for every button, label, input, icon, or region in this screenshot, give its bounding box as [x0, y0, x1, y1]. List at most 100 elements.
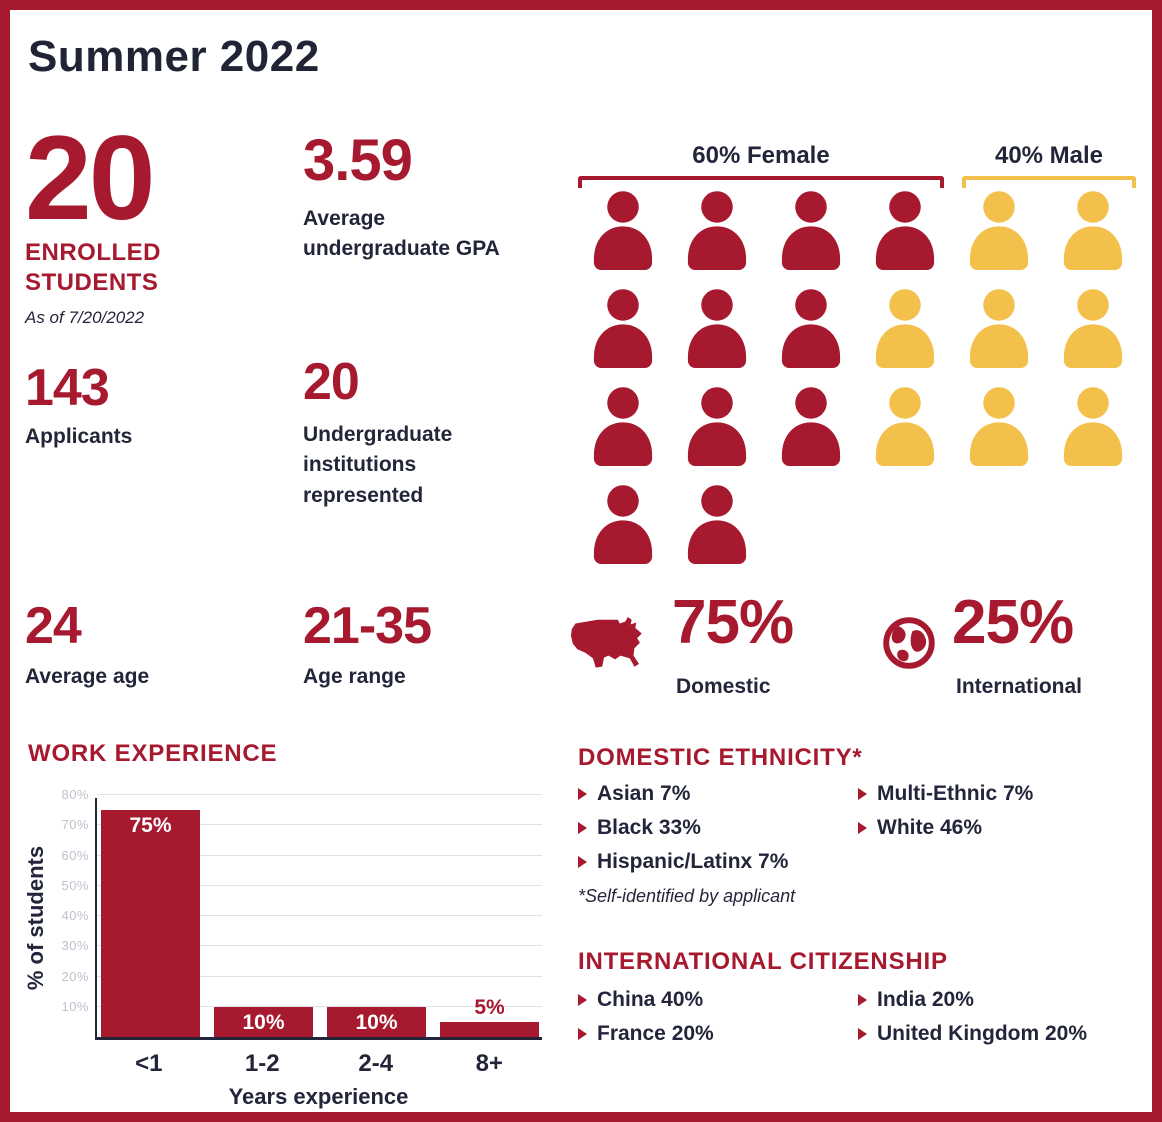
arrow-bullet-icon [578, 1028, 587, 1041]
x-category-label: 2-4 [358, 1050, 394, 1077]
bar-value-label: 5% [474, 995, 505, 1019]
ethnicity-col-1: Asian 7% Black 33% Hispanic/Latinx 7% [578, 782, 858, 874]
person-icon-female [670, 288, 764, 386]
gridline [97, 915, 542, 916]
average-age-label: Average age [25, 665, 150, 688]
person-icon-male [952, 288, 1046, 386]
person-icon-male [1046, 190, 1140, 288]
person-icon-female [764, 386, 858, 484]
arrow-bullet-icon [578, 788, 587, 801]
y-tick-label: 30% [61, 938, 89, 954]
stat-enrolled-students: 20 ENROLLED STUDENTS As of 7/20/2022 [25, 118, 161, 328]
arrow-bullet-icon [858, 994, 867, 1007]
ethnicity-footnote: *Self-identified by applicant [578, 886, 796, 906]
bar-slot: 10% [214, 1006, 313, 1037]
fact-item: United Kingdom 20% [858, 1022, 1138, 1046]
fact-label: Hispanic/Latinx 7% [597, 850, 789, 874]
fact-label: Multi-Ethnic 7% [877, 782, 1034, 805]
person-icon-female [858, 190, 952, 288]
work-experience-heading: WORK EXPERIENCE [28, 740, 278, 767]
gridline [97, 824, 542, 826]
fact-label: United Kingdom 20% [877, 1022, 1088, 1046]
gpa-label: Average undergraduate GPA [303, 207, 500, 261]
arrow-bullet-icon [858, 822, 867, 835]
x-category-labels: <1 1-2 2-4 8+ [99, 1050, 539, 1078]
stat-average-gpa: 3.59 Average undergraduate GPA [303, 132, 503, 265]
international-percent-value: 25% [952, 588, 1074, 657]
person-icon-female [576, 190, 670, 288]
person-icon-male [1046, 386, 1140, 484]
globe-icon [882, 616, 936, 675]
bar-slot: 10% [327, 1006, 426, 1037]
bar: 10% [214, 1006, 313, 1037]
gridline [97, 794, 542, 795]
fact-label: India 20% [877, 988, 974, 1011]
applicants-value: 143 [25, 359, 110, 417]
person-icon-male [858, 288, 952, 386]
domestic-ethnicity-heading: DOMESTIC ETHNICITY* [578, 744, 863, 771]
fact-label: Asian 7% [597, 782, 691, 805]
y-tick-label: 80% [61, 787, 89, 802]
fact-label: France 20% [597, 1022, 714, 1046]
bar: 10% [327, 1006, 426, 1037]
page-title: Summer 2022 [28, 32, 320, 81]
institutions-label: Undergraduate institutions represented [303, 423, 453, 507]
fact-item: White 46% [858, 816, 1138, 840]
ethnicity-col-2: Multi-Ethnic 7% White 46% [858, 782, 1138, 874]
bar-value-label: 10% [355, 1010, 398, 1034]
fact-label: China 40% [597, 988, 704, 1011]
arrow-bullet-icon [858, 788, 867, 801]
person-icon-female [670, 386, 764, 484]
age-range-label: Age range [303, 665, 406, 688]
fact-label: White 46% [877, 816, 983, 840]
y-tick-label: 40% [61, 908, 89, 923]
arrow-bullet-icon [858, 1028, 867, 1041]
person-icon-female [576, 386, 670, 484]
stat-average-age: 24 Average age [25, 600, 149, 692]
x-category-label: 8+ [475, 1050, 503, 1077]
arrow-bullet-icon [578, 822, 587, 835]
person-icon-female [670, 190, 764, 288]
citizenship-col-2: India 20% United Kingdom 20% [858, 988, 1138, 1046]
applicants-label: Applicants [25, 425, 133, 448]
person-icon-female [764, 288, 858, 386]
female-bracket [578, 176, 944, 188]
stat-applicants: 143 Applicants [25, 362, 132, 452]
international-label: International [956, 675, 1083, 698]
bar: 75% [101, 810, 200, 1037]
enrolled-label: ENROLLED STUDENTS [25, 238, 161, 298]
average-age-value: 24 [25, 597, 82, 655]
citizenship-col-1: China 40% France 20% [578, 988, 858, 1046]
person-icon-female [670, 484, 764, 582]
y-tick-label: 10% [61, 998, 89, 1014]
y-tick-label: 20% [61, 968, 89, 984]
gender-pictograph [576, 190, 1140, 582]
age-range-value: 21-35 [303, 597, 432, 655]
gridline [97, 975, 542, 977]
x-category-label: 1-2 [244, 1050, 280, 1077]
y-tick-label: 70% [61, 817, 89, 833]
domestic-percent-value: 75% [672, 588, 794, 657]
gridline [97, 884, 542, 886]
enrolled-label-line2: STUDENTS [25, 269, 159, 296]
citizenship-columns: China 40% France 20% India 20% United King… [578, 988, 1140, 1046]
arrow-bullet-icon [578, 856, 587, 869]
person-icon-female [764, 190, 858, 288]
enrolled-value: 20 [25, 111, 155, 245]
person-icon-male [1046, 288, 1140, 386]
domestic-label: Domestic [676, 675, 771, 698]
person-icon-female [576, 288, 670, 386]
ethnicity-columns: Asian 7% Black 33% Hispanic/Latinx 7% Mult… [578, 782, 1140, 874]
institutions-value: 20 [303, 353, 360, 411]
gpa-value: 3.59 [303, 128, 413, 193]
infographic-card [10, 10, 1152, 1112]
arrow-bullet-icon [578, 994, 587, 1007]
person-icon-male [952, 190, 1046, 288]
fact-item: Asian 7% [578, 782, 858, 806]
female-percent-label: 60% Female [692, 142, 830, 169]
fact-item: Hispanic/Latinx 7% [578, 850, 858, 874]
fact-item: India 20% [858, 988, 1138, 1012]
male-percent-label: 40% Male [994, 142, 1104, 169]
x-axis-title: Years experience [228, 1084, 409, 1109]
gridline [97, 854, 542, 856]
